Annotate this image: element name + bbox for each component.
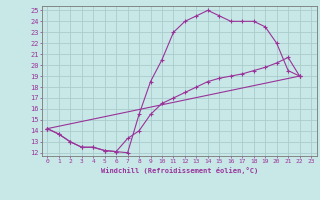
- X-axis label: Windchill (Refroidissement éolien,°C): Windchill (Refroidissement éolien,°C): [100, 167, 258, 174]
